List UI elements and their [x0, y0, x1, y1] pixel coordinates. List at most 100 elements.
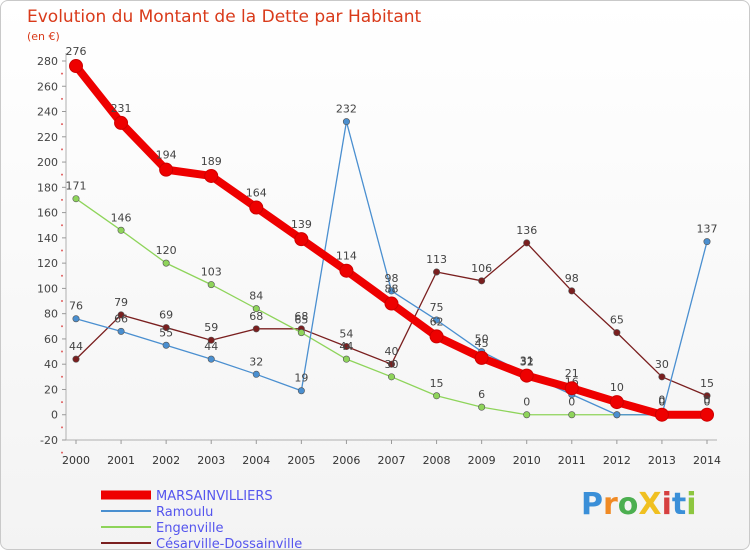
data-point [613, 329, 621, 337]
data-point [297, 329, 305, 337]
x-tick-label: 2014 [693, 454, 721, 467]
y-minor-mark [61, 426, 63, 429]
logo-letter: o [617, 487, 639, 522]
y-tick-label: 280 [37, 55, 58, 68]
y-tick-label: 140 [37, 232, 58, 245]
x-tick-label: 2008 [423, 454, 451, 467]
data-point [564, 381, 579, 396]
data-point [72, 315, 80, 323]
y-minor-mark [61, 350, 63, 353]
data-label: 106 [471, 262, 492, 275]
y-minor-mark [61, 375, 63, 378]
data-point [69, 59, 83, 74]
data-point [433, 392, 441, 400]
data-point [72, 195, 80, 203]
data-point [387, 373, 395, 381]
data-label: 15 [430, 377, 444, 390]
chart-title: Evolution du Montant de la Dette par Hab… [27, 7, 422, 27]
data-label: 15 [700, 377, 714, 390]
data-label: 103 [201, 266, 222, 279]
y-minor-mark [61, 72, 63, 75]
y-tick-label: 240 [37, 106, 58, 119]
data-point [207, 281, 215, 289]
data-point [433, 268, 441, 276]
data-point [519, 368, 534, 383]
data-point [658, 373, 666, 381]
data-label: 88 [385, 283, 399, 296]
data-point [342, 343, 350, 351]
data-label: 98 [385, 272, 399, 285]
y-tick-label: 60 [44, 333, 58, 346]
data-point [700, 407, 714, 422]
y-tick-label: 100 [37, 282, 58, 295]
x-tick-label: 2004 [242, 454, 270, 467]
logo-letter: X [638, 487, 662, 522]
data-point [114, 115, 129, 130]
data-label: 32 [520, 355, 534, 368]
data-label: 62 [430, 315, 444, 328]
y-minor-mark [61, 401, 63, 404]
data-point [294, 232, 309, 247]
data-label: 75 [430, 301, 444, 314]
data-point [703, 392, 711, 400]
data-label: 189 [201, 155, 222, 168]
data-point [162, 259, 170, 267]
data-label: 194 [156, 149, 177, 162]
data-label: 65 [294, 314, 308, 327]
x-tick-label: 2013 [648, 454, 676, 467]
data-label: 232 [336, 103, 357, 116]
y-minor-mark [61, 451, 63, 454]
data-label: 21 [565, 367, 579, 380]
y-minor-mark [61, 249, 63, 252]
data-point [117, 327, 125, 335]
y-tick-label: 120 [37, 257, 58, 270]
data-point [568, 287, 576, 295]
data-point [339, 263, 354, 278]
data-label: 19 [294, 372, 308, 385]
x-tick-label: 2003 [197, 454, 225, 467]
data-label: 31 [520, 355, 534, 368]
data-point [117, 226, 125, 234]
data-label: 76 [69, 300, 83, 313]
data-label: 137 [697, 223, 718, 236]
y-tick-label: 160 [37, 207, 58, 220]
data-label: 54 [339, 328, 353, 341]
data-label: 0 [658, 396, 665, 409]
data-point [429, 329, 444, 344]
data-point [72, 355, 80, 363]
y-minor-mark [61, 97, 63, 100]
x-tick-label: 2010 [513, 454, 541, 467]
data-point [249, 200, 264, 215]
data-point [613, 411, 621, 419]
x-tick-label: 2002 [152, 454, 180, 467]
data-label: 66 [114, 312, 128, 325]
data-label: 276 [66, 45, 87, 58]
legend-entry: Ramoulu [156, 505, 213, 520]
data-label: 40 [385, 345, 399, 358]
logo-letter: P [581, 487, 603, 522]
data-label: 0 [568, 396, 575, 409]
y-minor-mark [61, 198, 63, 201]
data-label: 0 [658, 394, 665, 407]
data-label: 68 [294, 310, 308, 323]
x-tick-label: 2000 [62, 454, 90, 467]
data-point [207, 355, 215, 363]
data-point [342, 118, 350, 126]
y-tick-label: 260 [37, 80, 58, 93]
x-tick-label: 2009 [468, 454, 496, 467]
data-label: 98 [565, 272, 579, 285]
data-label: 30 [655, 358, 669, 371]
logo-letter: i [686, 487, 697, 522]
data-point [117, 311, 125, 319]
data-point [474, 350, 489, 365]
data-point [252, 305, 260, 313]
data-label: 136 [516, 224, 537, 237]
data-label: 164 [246, 187, 267, 200]
data-label: 30 [385, 358, 399, 371]
y-minor-mark [61, 274, 63, 277]
data-label: 84 [249, 290, 263, 303]
data-point [654, 407, 669, 422]
data-label: 0 [704, 394, 711, 407]
y-tick-label: 180 [37, 181, 58, 194]
legend-entry: Césarville-Dossainville [156, 537, 302, 549]
